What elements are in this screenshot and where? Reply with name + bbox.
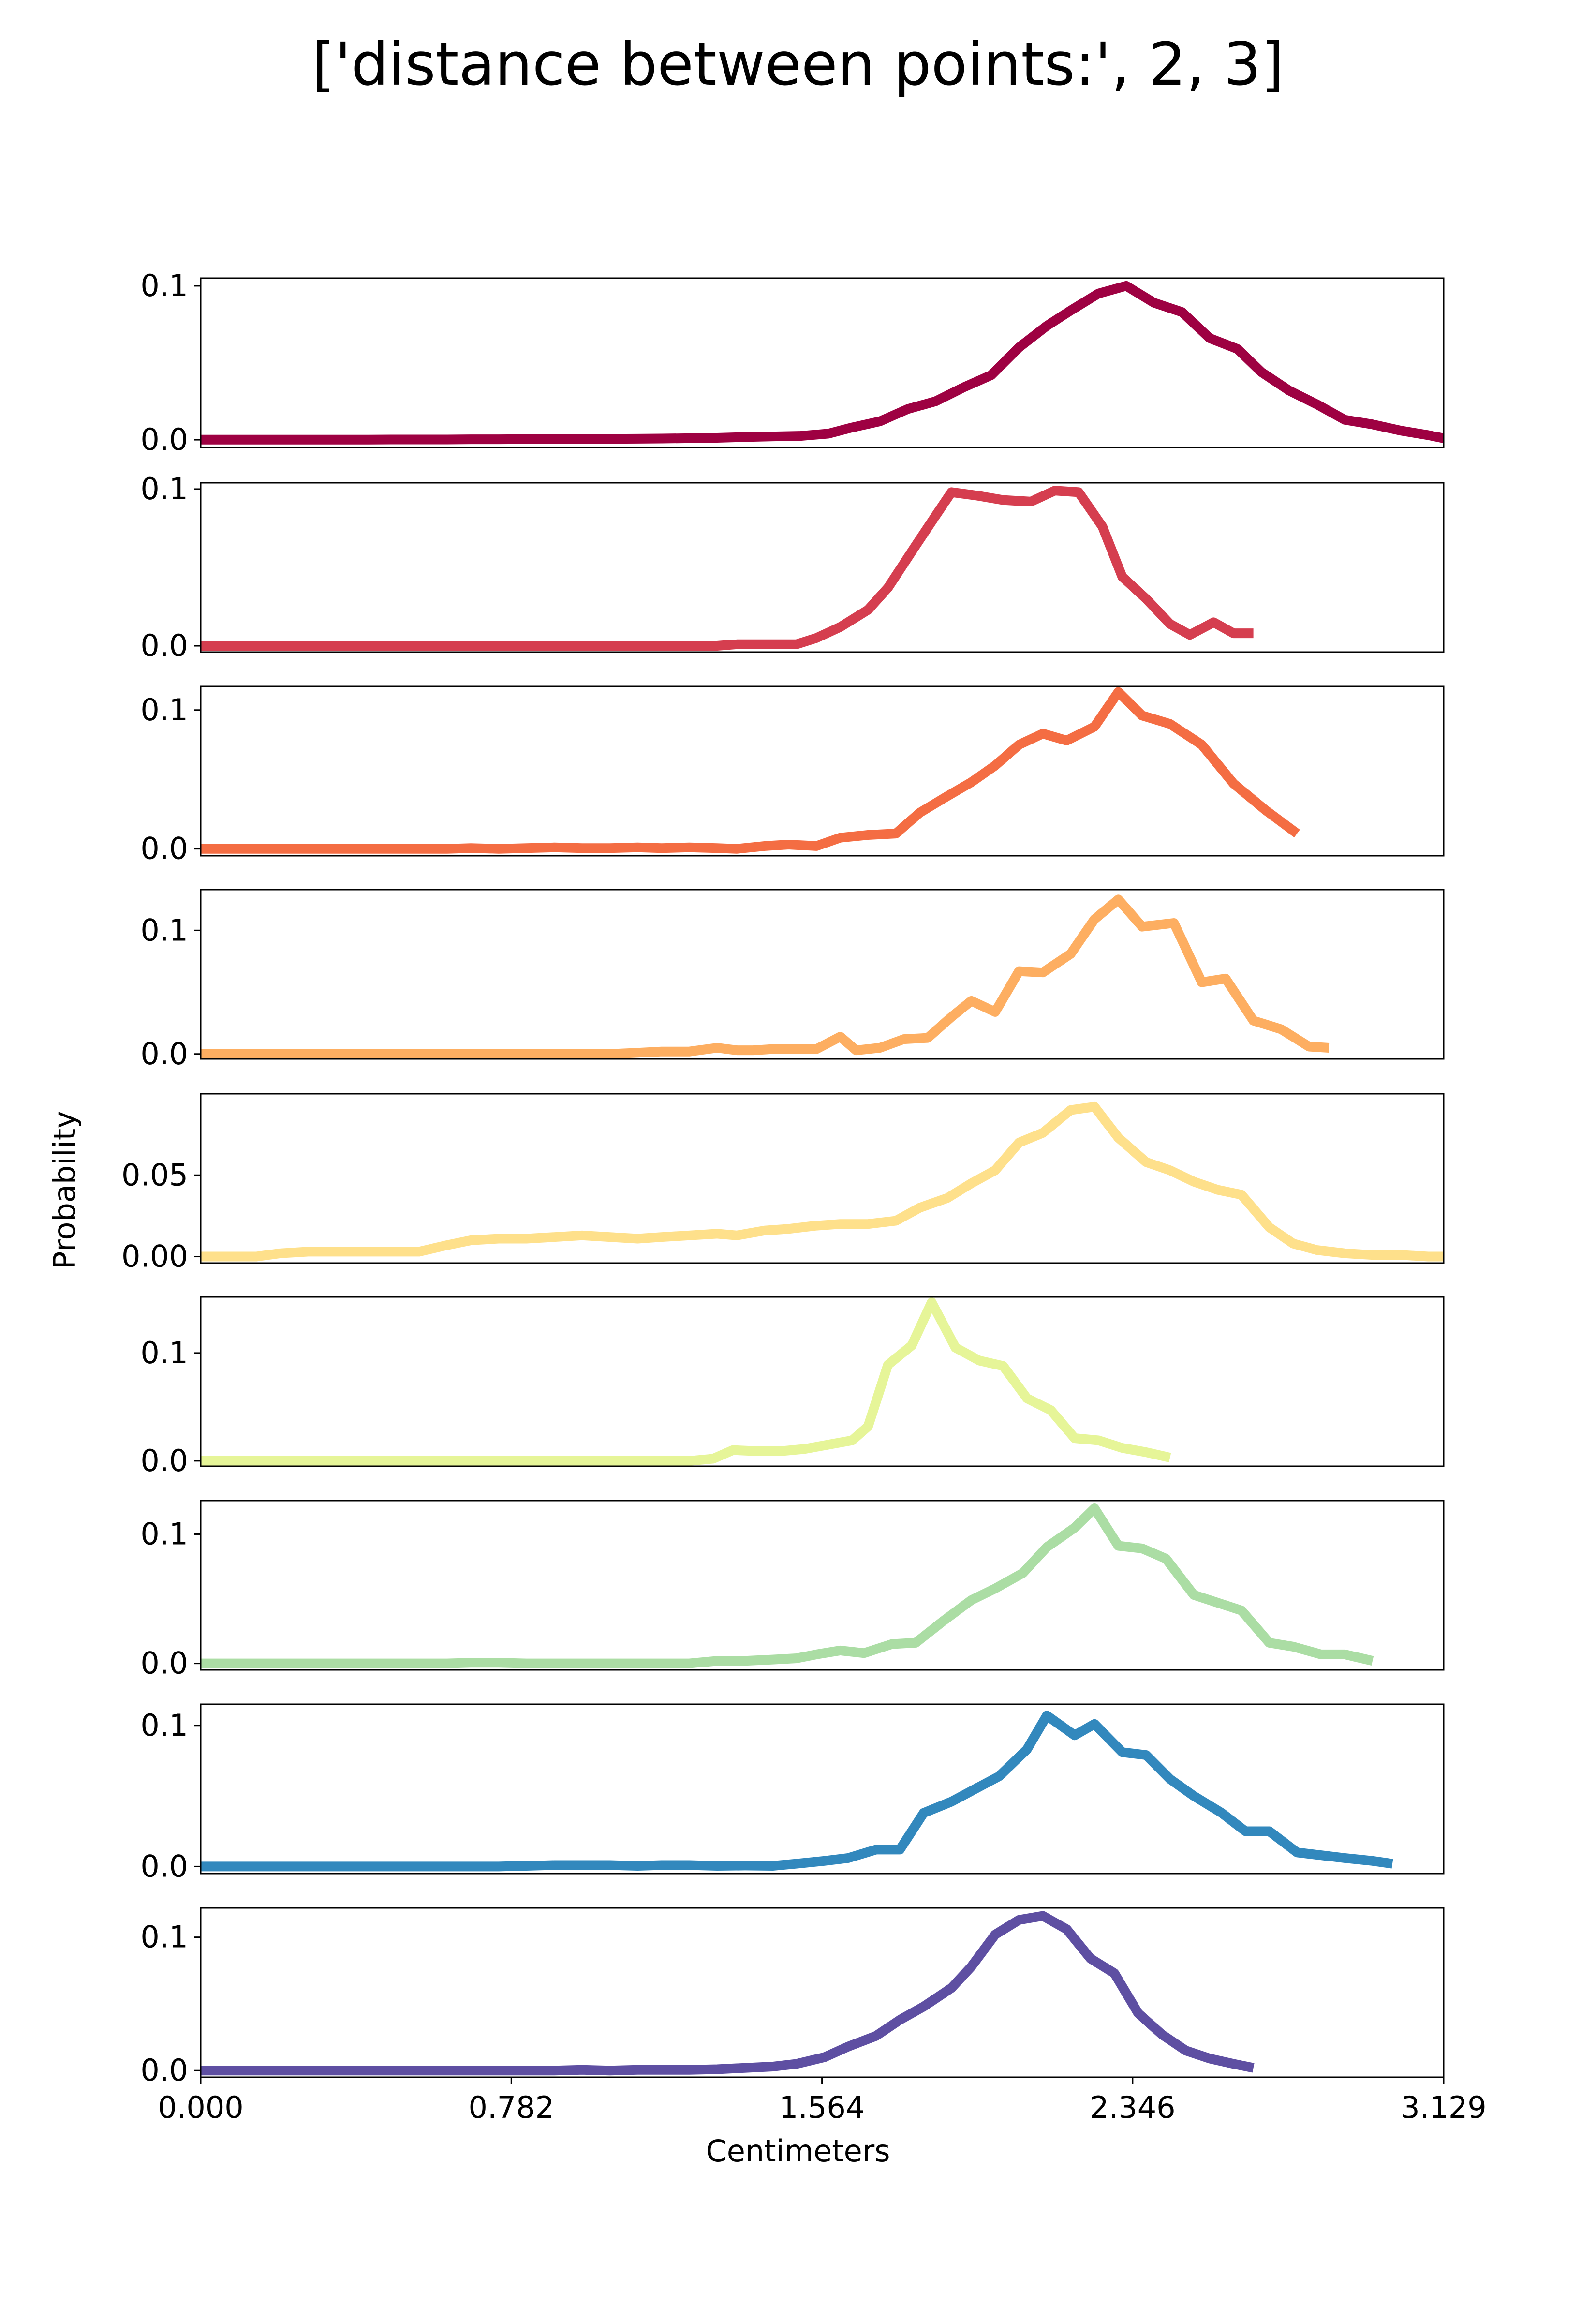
series-line-4: [201, 894, 1330, 1059]
subplot-7: 0.0 0.1: [140, 1500, 1445, 1681]
y-tick-label: 0.0: [140, 628, 188, 663]
y-tick-label: 0.1: [140, 1335, 188, 1370]
subplot-frame: [200, 889, 1445, 1060]
x-tick-label: 0.782: [469, 2090, 555, 2125]
x-tick-label: 2.346: [1090, 2090, 1176, 2125]
y-tick-label: 0.0: [140, 1646, 188, 1681]
subplot-frame: [200, 685, 1445, 857]
series-line-8: [201, 1711, 1393, 1872]
x-axis: 0.000 0.782 1.564 2.346 3.129: [158, 2077, 1487, 2125]
y-tick-label: 0.1: [140, 471, 188, 506]
series-line-1: [201, 281, 1444, 445]
y-tick-label: 0.05: [121, 1157, 188, 1192]
y-tick-label: 0.0: [140, 2053, 188, 2088]
series-line-5: [201, 1101, 1444, 1262]
y-tick-label: 0.0: [140, 1443, 188, 1478]
series-line-7: [201, 1503, 1374, 1668]
y-tick-label: 0.0: [140, 831, 188, 866]
series-line-2: [201, 486, 1254, 651]
chart-title: ['distance between points:', 2, 3]: [312, 30, 1285, 99]
y-axis-label: Probability: [47, 1111, 82, 1269]
y-tick-label: 0.00: [121, 1239, 188, 1274]
y-tick-label: 0.1: [140, 268, 188, 303]
subplot-1: 0.0 0.1: [140, 268, 1445, 457]
subplot-5: 0.00 0.05: [121, 1093, 1445, 1274]
subplot-stack: 0.00.10.00.10.00.10.00.10.000.050.00.10.…: [121, 268, 1445, 2088]
subplot-frame: [200, 277, 1445, 448]
subplot-frame: [200, 1500, 1445, 1671]
subplot-frame: [200, 482, 1445, 653]
x-tick-label: 0.000: [158, 2090, 244, 2125]
subplot-frame: [200, 1703, 1445, 1875]
subplot-3: 0.0 0.1: [140, 685, 1445, 866]
subplot-4: 0.0 0.1: [140, 889, 1445, 1072]
y-tick-label: 0.1: [140, 1516, 188, 1551]
x-axis-label: Centimeters: [706, 2133, 890, 2169]
subplot-frame: [200, 1296, 1445, 1467]
y-tick-label: 0.1: [140, 692, 188, 728]
y-tick-label: 0.1: [140, 1708, 188, 1743]
y-tick-label: 0.0: [140, 1036, 188, 1072]
series-line-9: [201, 1911, 1255, 2076]
y-tick-label: 0.1: [140, 1920, 188, 1955]
y-tick-label: 0.0: [140, 1848, 188, 1884]
subplot-9: 0.0 0.1: [140, 1907, 1445, 2088]
subplot-2: 0.0 0.1: [140, 471, 1445, 663]
series-line-6: [201, 1297, 1171, 1466]
x-tick-label: 1.564: [779, 2090, 865, 2125]
y-tick-label: 0.0: [140, 422, 188, 457]
subplot-frame: [200, 1093, 1445, 1264]
y-tick-label: 0.1: [140, 912, 188, 948]
subplot-6: 0.0 0.1: [140, 1296, 1445, 1478]
x-tick-label: 3.129: [1401, 2090, 1487, 2125]
subplot-8: 0.0 0.1: [140, 1703, 1445, 1884]
series-line-3: [201, 687, 1300, 854]
